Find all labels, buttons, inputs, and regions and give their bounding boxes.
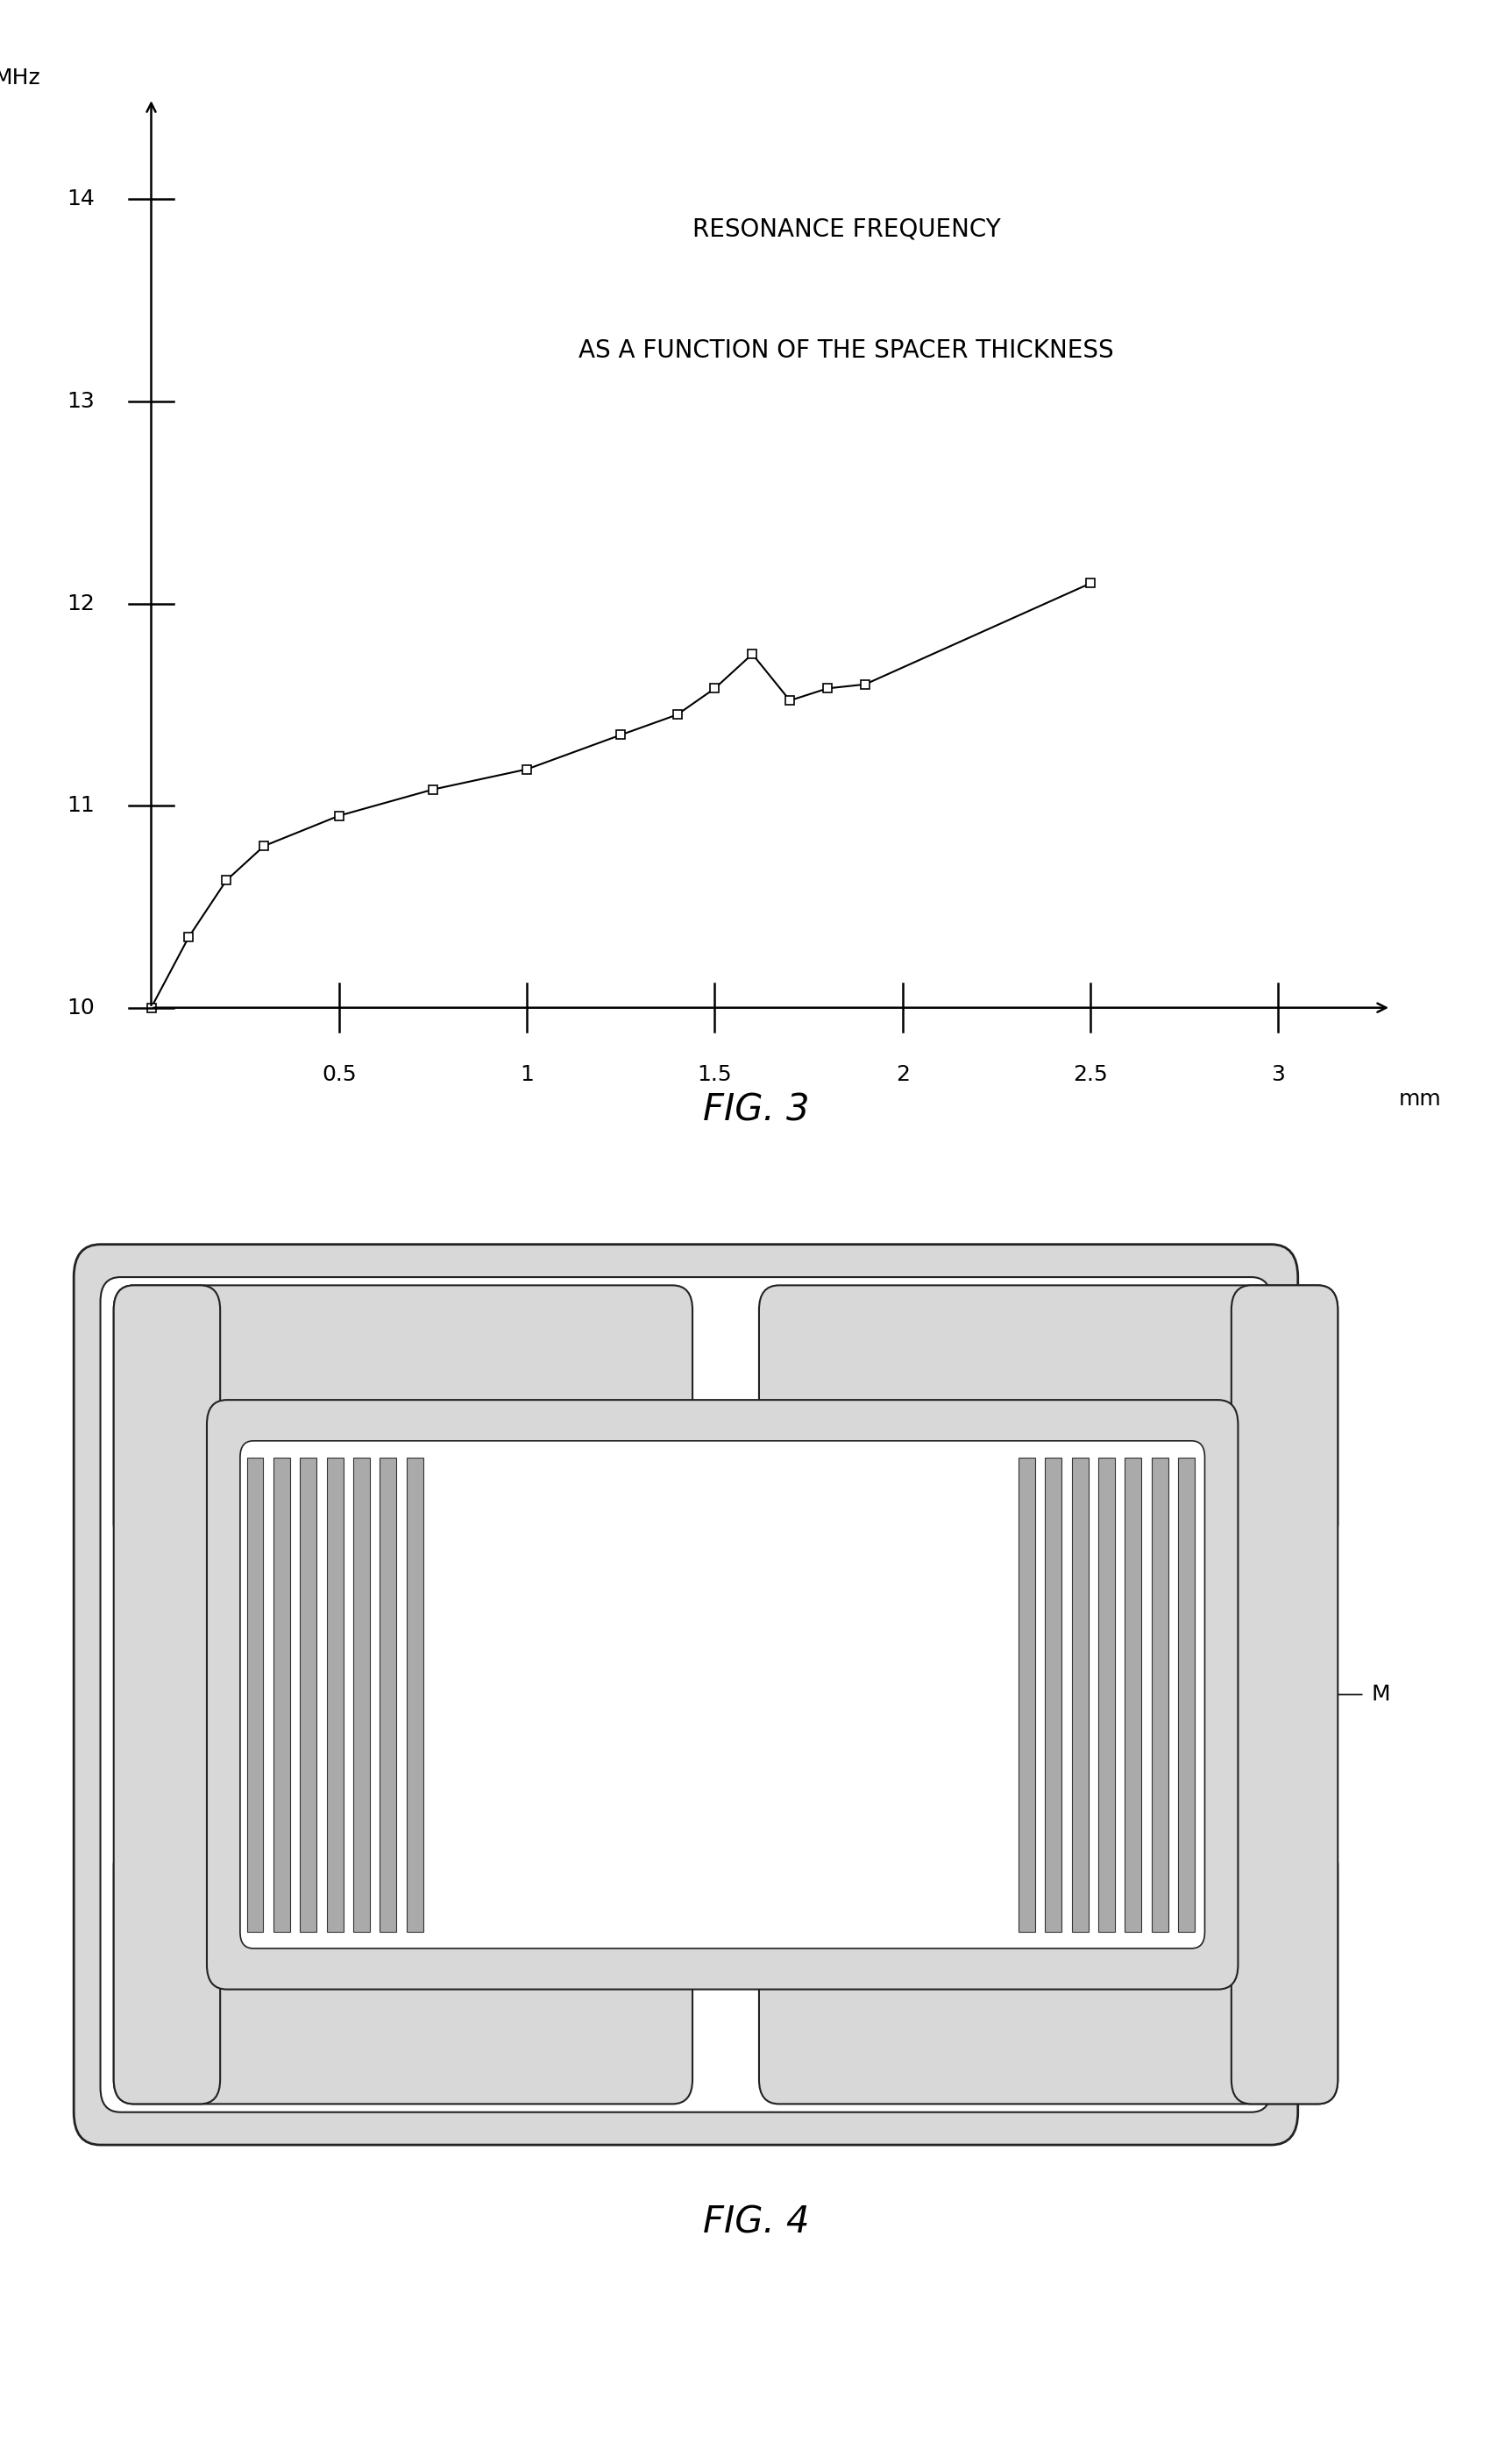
FancyBboxPatch shape bbox=[113, 1284, 221, 2105]
Bar bbox=[274, 1456, 290, 1933]
Text: 1.5: 1.5 bbox=[697, 1063, 732, 1086]
Bar bbox=[380, 1456, 396, 1933]
FancyBboxPatch shape bbox=[100, 1277, 1272, 2112]
Text: AS A FUNCTION OF THE SPACER THICKNESS: AS A FUNCTION OF THE SPACER THICKNESS bbox=[579, 339, 1114, 363]
Text: FIG. 3: FIG. 3 bbox=[703, 1093, 809, 1127]
FancyBboxPatch shape bbox=[207, 1400, 1238, 1989]
Bar bbox=[1178, 1456, 1194, 1933]
Text: mm: mm bbox=[1399, 1088, 1441, 1110]
Text: FIG. 4: FIG. 4 bbox=[703, 2205, 809, 2240]
Text: MHz: MHz bbox=[0, 66, 41, 88]
Text: 1: 1 bbox=[520, 1063, 534, 1086]
Bar bbox=[299, 1456, 316, 1933]
Text: 11: 11 bbox=[67, 796, 95, 815]
Bar bbox=[1072, 1456, 1089, 1933]
Bar bbox=[354, 1456, 370, 1933]
Bar bbox=[1045, 1456, 1061, 1933]
Text: 12: 12 bbox=[67, 592, 95, 614]
Bar bbox=[221, 1547, 692, 1842]
FancyBboxPatch shape bbox=[113, 1842, 692, 2105]
FancyBboxPatch shape bbox=[74, 1245, 1297, 2144]
Text: 2: 2 bbox=[895, 1063, 910, 1086]
Text: 10: 10 bbox=[67, 997, 95, 1019]
Text: RESONANCE FREQUENCY: RESONANCE FREQUENCY bbox=[692, 216, 1001, 241]
Text: 13: 13 bbox=[67, 391, 95, 413]
FancyBboxPatch shape bbox=[240, 1442, 1205, 1948]
Bar bbox=[407, 1456, 423, 1933]
Bar bbox=[327, 1456, 343, 1933]
Bar bbox=[246, 1456, 263, 1933]
Text: 3: 3 bbox=[1272, 1063, 1285, 1086]
Bar bbox=[1019, 1456, 1036, 1933]
FancyBboxPatch shape bbox=[1231, 1284, 1338, 2105]
Bar bbox=[1098, 1456, 1114, 1933]
FancyBboxPatch shape bbox=[759, 1842, 1338, 2105]
FancyBboxPatch shape bbox=[759, 1284, 1338, 1547]
Bar bbox=[759, 1547, 1231, 1842]
Text: 14: 14 bbox=[67, 189, 95, 209]
Bar bbox=[1152, 1456, 1169, 1933]
FancyBboxPatch shape bbox=[113, 1284, 692, 1547]
Text: 0.5: 0.5 bbox=[322, 1063, 357, 1086]
Text: M: M bbox=[1371, 1685, 1390, 1704]
Bar bbox=[1125, 1456, 1142, 1933]
Text: 2.5: 2.5 bbox=[1074, 1063, 1108, 1086]
